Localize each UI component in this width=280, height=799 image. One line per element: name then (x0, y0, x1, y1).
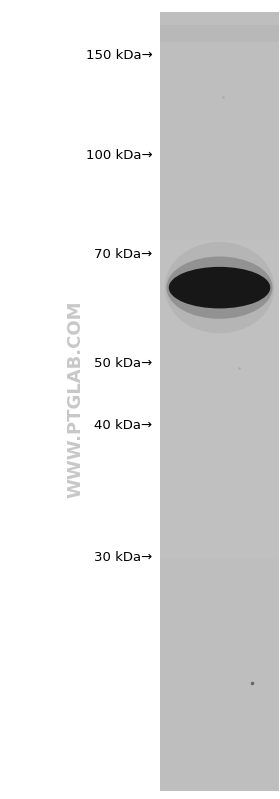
Ellipse shape (166, 256, 273, 319)
Text: 70 kDa→: 70 kDa→ (94, 248, 153, 260)
Text: WWW.PTGLAB.COM: WWW.PTGLAB.COM (67, 300, 85, 499)
Bar (160, 12, 279, 791)
Text: 40 kDa→: 40 kDa→ (94, 419, 153, 431)
Ellipse shape (169, 267, 270, 308)
Text: 150 kDa→: 150 kDa→ (86, 50, 153, 62)
Bar (160, 240, 279, 559)
Ellipse shape (165, 242, 274, 333)
Text: 100 kDa→: 100 kDa→ (86, 149, 153, 162)
Text: 50 kDa→: 50 kDa→ (94, 357, 153, 370)
Text: 30 kDa→: 30 kDa→ (94, 551, 153, 564)
Bar (160, 25, 279, 42)
